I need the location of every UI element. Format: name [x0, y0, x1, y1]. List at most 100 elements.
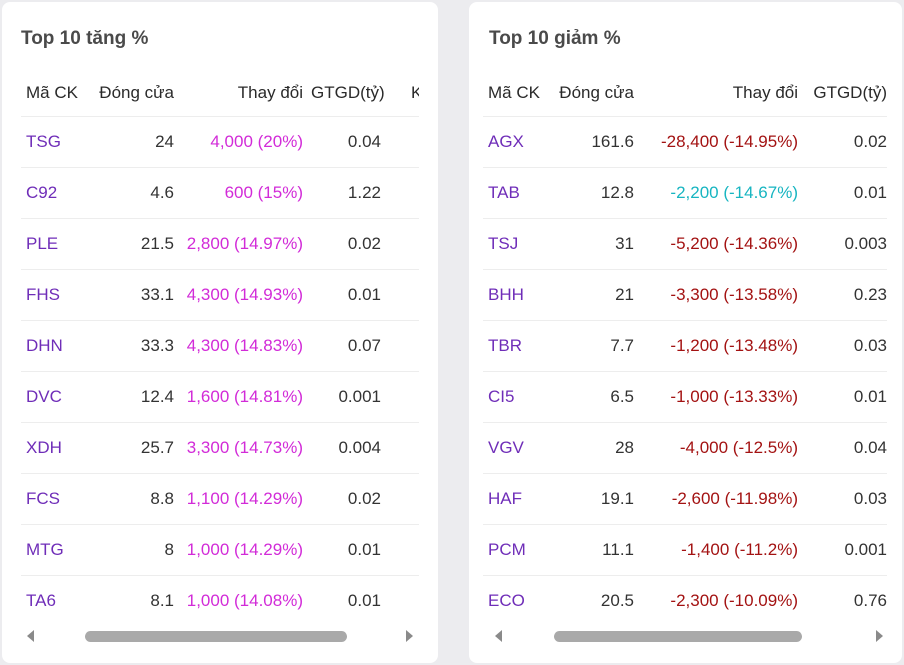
stock-code-link[interactable]: VGV	[483, 422, 546, 474]
table-row[interactable]: VGV 28 -4,000 (-12.5%) 0.04	[483, 422, 887, 474]
table-row[interactable]: TSG 24 4,000 (20%) 0.04	[21, 116, 419, 168]
column-header-change[interactable]: Thay đổi	[732, 83, 798, 102]
close-price: 28	[546, 422, 634, 474]
trade-value: 0.001	[798, 524, 887, 576]
price-change: 4,300 (14.93%)	[174, 269, 311, 321]
table-row[interactable]: DVC 12.4 1,600 (14.81%) 0.001	[21, 371, 419, 423]
stock-code-link[interactable]: TSJ	[483, 218, 546, 270]
scroll-left-icon[interactable]	[27, 630, 34, 642]
stock-code-link[interactable]: CI5	[483, 371, 546, 423]
table-row[interactable]: XDH 25.7 3,300 (14.73%) 0.004	[21, 422, 419, 474]
scrollbar-thumb[interactable]	[554, 631, 802, 642]
gainers-title: Top 10 tăng %	[21, 28, 149, 49]
table-row[interactable]: BHH 21 -3,300 (-13.58%) 0.23	[483, 269, 887, 321]
stock-code-link[interactable]: PLE	[21, 218, 87, 270]
trade-value: 0.01	[311, 575, 401, 616]
table-row[interactable]: FHS 33.1 4,300 (14.93%) 0.01	[21, 269, 419, 321]
price-change: -2,600 (-11.98%)	[634, 473, 798, 525]
trade-value: 0.003	[798, 218, 887, 270]
scroll-right-icon[interactable]	[406, 630, 413, 642]
table-row[interactable]: TBR 7.7 -1,200 (-13.48%) 0.03	[483, 320, 887, 372]
table-row[interactable]: TA6 8.1 1,000 (14.08%) 0.01	[21, 575, 419, 616]
stock-code-link[interactable]: TBR	[483, 320, 546, 372]
gainers-header-row: Mã CK Đóng cửa Thay đổi GTGD(tỷ) K	[21, 70, 419, 117]
trade-value: 0.04	[798, 422, 887, 474]
table-row[interactable]: DHN 33.3 4,300 (14.83%) 0.07	[21, 320, 419, 372]
gainers-table-viewport[interactable]: Mã CK Đóng cửa Thay đổi GTGD(tỷ) K TSG 24…	[21, 70, 419, 616]
column-header-value[interactable]: GTGD(tỷ)	[311, 83, 385, 102]
close-price: 161.6	[546, 116, 634, 168]
column-header-volume[interactable]: K	[411, 83, 419, 102]
stock-code-link[interactable]: PCM	[483, 524, 546, 576]
table-row[interactable]: FCS 8.8 1,100 (14.29%) 0.02	[21, 473, 419, 525]
table-row[interactable]: PLE 21.5 2,800 (14.97%) 0.02	[21, 218, 419, 270]
stock-code-link[interactable]: BHH	[483, 269, 546, 321]
trade-value: 1.22	[311, 167, 401, 219]
trade-value: 0.03	[798, 473, 887, 525]
price-change: 2,800 (14.97%)	[174, 218, 311, 270]
close-price: 33.1	[87, 269, 174, 321]
stock-code-link[interactable]: MTG	[21, 524, 87, 576]
column-header-change[interactable]: Thay đổi	[237, 83, 303, 102]
losers-horizontal-scrollbar[interactable]	[489, 627, 889, 645]
table-row[interactable]: HAF 19.1 -2,600 (-11.98%) 0.03	[483, 473, 887, 525]
stock-code-link[interactable]: XDH	[21, 422, 87, 474]
column-header-code[interactable]: Mã CK	[488, 83, 540, 102]
price-change: -28,400 (-14.95%)	[634, 116, 798, 168]
stock-code-link[interactable]: TSG	[21, 116, 87, 168]
stock-code-link[interactable]: C92	[21, 167, 87, 219]
column-header-value[interactable]: GTGD(tỷ)	[813, 83, 887, 102]
table-row[interactable]: TSJ 31 -5,200 (-14.36%) 0.003	[483, 218, 887, 270]
volume-cell	[401, 269, 419, 321]
close-price: 21	[546, 269, 634, 321]
gainers-table-body: TSG 24 4,000 (20%) 0.04 C92 4.6 600 (15%) 1.22 P…	[21, 116, 419, 616]
column-header-close[interactable]: Đóng cửa	[99, 83, 174, 102]
price-change: -4,000 (-12.5%)	[634, 422, 798, 474]
stock-code-link[interactable]: FHS	[21, 269, 87, 321]
price-change: 1,000 (14.29%)	[174, 524, 311, 576]
losers-title: Top 10 giảm %	[489, 28, 621, 49]
volume-cell	[401, 116, 419, 168]
trade-value: 0.03	[798, 320, 887, 372]
losers-table-viewport[interactable]: Mã CK Đóng cửa Thay đổi GTGD(tỷ) AGX 161.…	[483, 70, 887, 616]
losers-table-body: AGX 161.6 -28,400 (-14.95%) 0.02 TAB 12.8 -2,2…	[483, 116, 887, 616]
top-gainers-card: Top 10 tăng % Mã CK Đóng cửa Thay đổi GT…	[2, 2, 438, 663]
trade-value: 0.01	[798, 167, 887, 219]
price-change: 3,300 (14.73%)	[174, 422, 311, 474]
scrollbar-thumb[interactable]	[85, 631, 347, 642]
volume-cell	[401, 524, 419, 576]
table-row[interactable]: AGX 161.6 -28,400 (-14.95%) 0.02	[483, 116, 887, 168]
table-row[interactable]: TAB 12.8 -2,200 (-14.67%) 0.01	[483, 167, 887, 219]
table-row[interactable]: CI5 6.5 -1,000 (-13.33%) 0.01	[483, 371, 887, 423]
volume-cell	[401, 167, 419, 219]
stock-code-link[interactable]: HAF	[483, 473, 546, 525]
trade-value: 0.07	[311, 320, 401, 372]
table-row[interactable]: PCM 11.1 -1,400 (-11.2%) 0.001	[483, 524, 887, 576]
table-row[interactable]: C92 4.6 600 (15%) 1.22	[21, 167, 419, 219]
column-header-code[interactable]: Mã CK	[26, 83, 78, 102]
close-price: 33.3	[87, 320, 174, 372]
top-losers-card: Top 10 giảm % Mã CK Đóng cửa Thay đổi GT…	[469, 2, 902, 663]
stock-code-link[interactable]: TA6	[21, 575, 87, 616]
scroll-left-icon[interactable]	[495, 630, 502, 642]
price-change: -1,000 (-13.33%)	[634, 371, 798, 423]
price-change: 4,300 (14.83%)	[174, 320, 311, 372]
stock-code-link[interactable]: DVC	[21, 371, 87, 423]
gainers-table: Mã CK Đóng cửa Thay đổi GTGD(tỷ) K TSG 24…	[21, 70, 419, 616]
trade-value: 0.23	[798, 269, 887, 321]
gainers-horizontal-scrollbar[interactable]	[21, 627, 419, 645]
close-price: 24	[87, 116, 174, 168]
stock-code-link[interactable]: FCS	[21, 473, 87, 525]
stock-code-link[interactable]: DHN	[21, 320, 87, 372]
price-change: 1,000 (14.08%)	[174, 575, 311, 616]
table-row[interactable]: ECO 20.5 -2,300 (-10.09%) 0.76	[483, 575, 887, 616]
price-change: -2,300 (-10.09%)	[634, 575, 798, 616]
table-row[interactable]: MTG 8 1,000 (14.29%) 0.01	[21, 524, 419, 576]
stock-code-link[interactable]: TAB	[483, 167, 546, 219]
trade-value: 0.01	[311, 524, 401, 576]
column-header-close[interactable]: Đóng cửa	[559, 83, 634, 102]
volume-cell	[401, 575, 419, 616]
scroll-right-icon[interactable]	[876, 630, 883, 642]
stock-code-link[interactable]: AGX	[483, 116, 546, 168]
stock-code-link[interactable]: ECO	[483, 575, 546, 616]
